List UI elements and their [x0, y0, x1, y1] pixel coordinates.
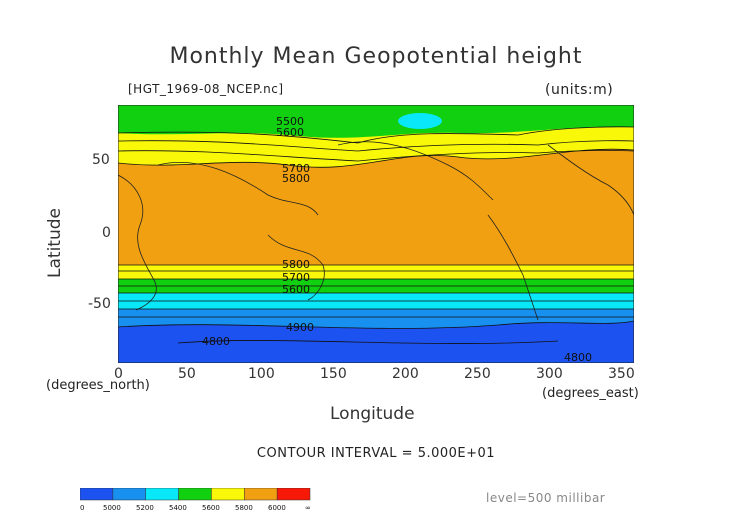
legend-swatch [276, 488, 311, 501]
x-unit-left: (degrees_north) [46, 378, 150, 393]
x-tick: 150 [320, 366, 347, 382]
contour-label: 4900 [286, 321, 314, 334]
y-tick: 0 [102, 225, 111, 241]
x-unit-right: (degrees_east) [542, 386, 639, 401]
legend-label: ∞ [305, 504, 311, 512]
contour-label: 5700 [282, 271, 310, 284]
x-tick: 0 [114, 366, 123, 382]
band-green-north [118, 105, 634, 138]
level-label: level=500 millibar [486, 491, 606, 505]
x-tick: 300 [536, 366, 563, 382]
legend-label: 5600 [202, 504, 220, 512]
legend-label: 5400 [169, 504, 187, 512]
chart-title: Monthly Mean Geopotential height [169, 44, 583, 69]
geopotential-map: 5500 5600 5700 5800 5800 5700 5600 4900 … [118, 105, 634, 363]
x-tick: 100 [248, 366, 275, 382]
contour-interval: CONTOUR INTERVAL = 5.000E+01 [256, 446, 496, 461]
contour-label: 4800 [202, 335, 230, 348]
legend-swatch [211, 488, 245, 501]
contour-label: 5600 [282, 283, 310, 296]
band-cyan-north [398, 113, 442, 129]
x-axis-label: Longitude [330, 404, 415, 424]
legend-swatch [112, 488, 147, 501]
color-legend: 0 5000 5200 5400 5600 5800 6000 ∞ [80, 488, 311, 512]
x-tick: 250 [464, 366, 491, 382]
legend-label: 0 [80, 504, 84, 512]
legend-label: 6000 [268, 504, 286, 512]
legend-swatch [244, 488, 278, 501]
legend-label: 5800 [235, 504, 253, 512]
y-tick: -50 [88, 296, 111, 312]
file-subtitle: [HGT_1969-08_NCEP.nc] [128, 82, 284, 96]
legend-swatches [80, 488, 311, 501]
legend-label: 5200 [136, 504, 154, 512]
contour-label: 5700 [282, 162, 310, 175]
contour-label: 5600 [276, 126, 304, 139]
x-tick: 200 [392, 366, 419, 382]
y-tick: 50 [92, 152, 110, 168]
contour-lines [118, 126, 634, 344]
contour-label: 5800 [282, 258, 310, 271]
y-axis-label: Latitude [44, 208, 65, 278]
contour-label: 5800 [282, 172, 310, 185]
x-tick: 50 [178, 366, 196, 382]
contour-label: 5500 [276, 115, 304, 128]
legend-label: 5000 [103, 504, 121, 512]
units-label: (units:m) [545, 82, 614, 98]
legend-swatch [80, 488, 114, 501]
x-tick: 350 [608, 366, 635, 382]
band-deep-blue-south [118, 321, 634, 363]
legend-swatch [145, 488, 179, 501]
contour-label: 4800 [564, 351, 592, 363]
legend-swatch [178, 488, 212, 501]
